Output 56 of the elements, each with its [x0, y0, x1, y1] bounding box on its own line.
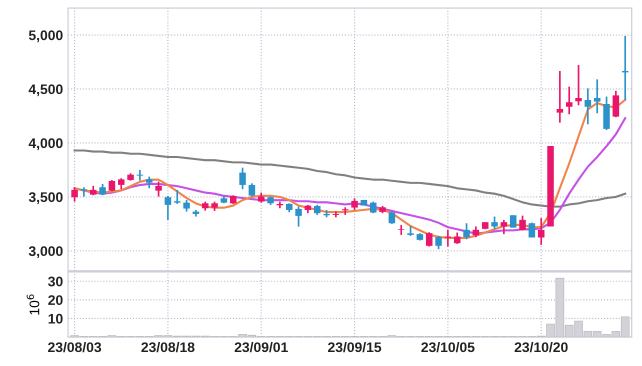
candlestick	[258, 192, 264, 204]
candlestick	[211, 200, 218, 212]
candlestick	[248, 182, 256, 198]
candlestick	[435, 235, 442, 250]
candlestick	[314, 204, 320, 216]
candlestick	[491, 216, 498, 230]
x-tick-label: 23/08/03	[48, 342, 102, 352]
candlestick	[71, 186, 78, 202]
candlestick	[538, 217, 544, 246]
candlestick	[594, 78, 600, 114]
x-tick-label: 23/10/05	[421, 342, 475, 352]
x-tick-label: 23/09/15	[328, 342, 382, 352]
y-tick-label: 10	[48, 314, 63, 324]
candlestick	[174, 189, 181, 205]
y-tick-label: 4,000	[28, 138, 63, 150]
candlestick	[295, 206, 302, 228]
candlestick	[164, 195, 172, 221]
candlestick	[370, 200, 376, 214]
candlestick	[444, 228, 452, 248]
candlestick	[528, 222, 536, 238]
x-tick-label: 23/08/18	[141, 342, 195, 352]
candlestick	[426, 231, 432, 248]
candlestick	[90, 185, 97, 196]
candlestick	[136, 169, 144, 182]
candlestick	[575, 64, 582, 106]
candlestick	[388, 210, 396, 225]
candlestick	[183, 199, 190, 212]
candlestick	[472, 226, 480, 238]
candlestick	[239, 166, 246, 190]
candlestick	[612, 90, 620, 118]
y-tick-label: 3,500	[28, 192, 63, 204]
y-tick-label: 5,000	[28, 30, 63, 42]
line-series	[74, 149, 626, 208]
candlestick	[454, 232, 460, 245]
y-tick-label: 4,500	[28, 84, 63, 96]
candlestick	[99, 183, 106, 196]
candlestick	[566, 86, 572, 116]
candlestick	[155, 180, 162, 198]
x-tick-label: 23/09/01	[234, 342, 288, 352]
candlestick	[407, 225, 414, 237]
candlestick	[323, 209, 330, 218]
candlestick	[118, 177, 125, 190]
y-tick-label: 20	[48, 295, 63, 306]
y-axis-title: 10$^{6}$	[26, 294, 40, 315]
candlestick	[146, 176, 153, 190]
candlestick	[584, 88, 592, 126]
candlestick	[519, 214, 526, 232]
y-tick-label: 30	[48, 276, 63, 286]
x-tick-label: 23/10/20	[514, 342, 568, 352]
candlestick	[108, 179, 116, 192]
candlestick	[351, 197, 358, 211]
candlestick	[463, 222, 470, 240]
y-tick-label: 3,000	[28, 246, 63, 258]
candlestick	[500, 219, 508, 235]
candlestick	[622, 35, 628, 101]
candlestick	[556, 70, 564, 124]
